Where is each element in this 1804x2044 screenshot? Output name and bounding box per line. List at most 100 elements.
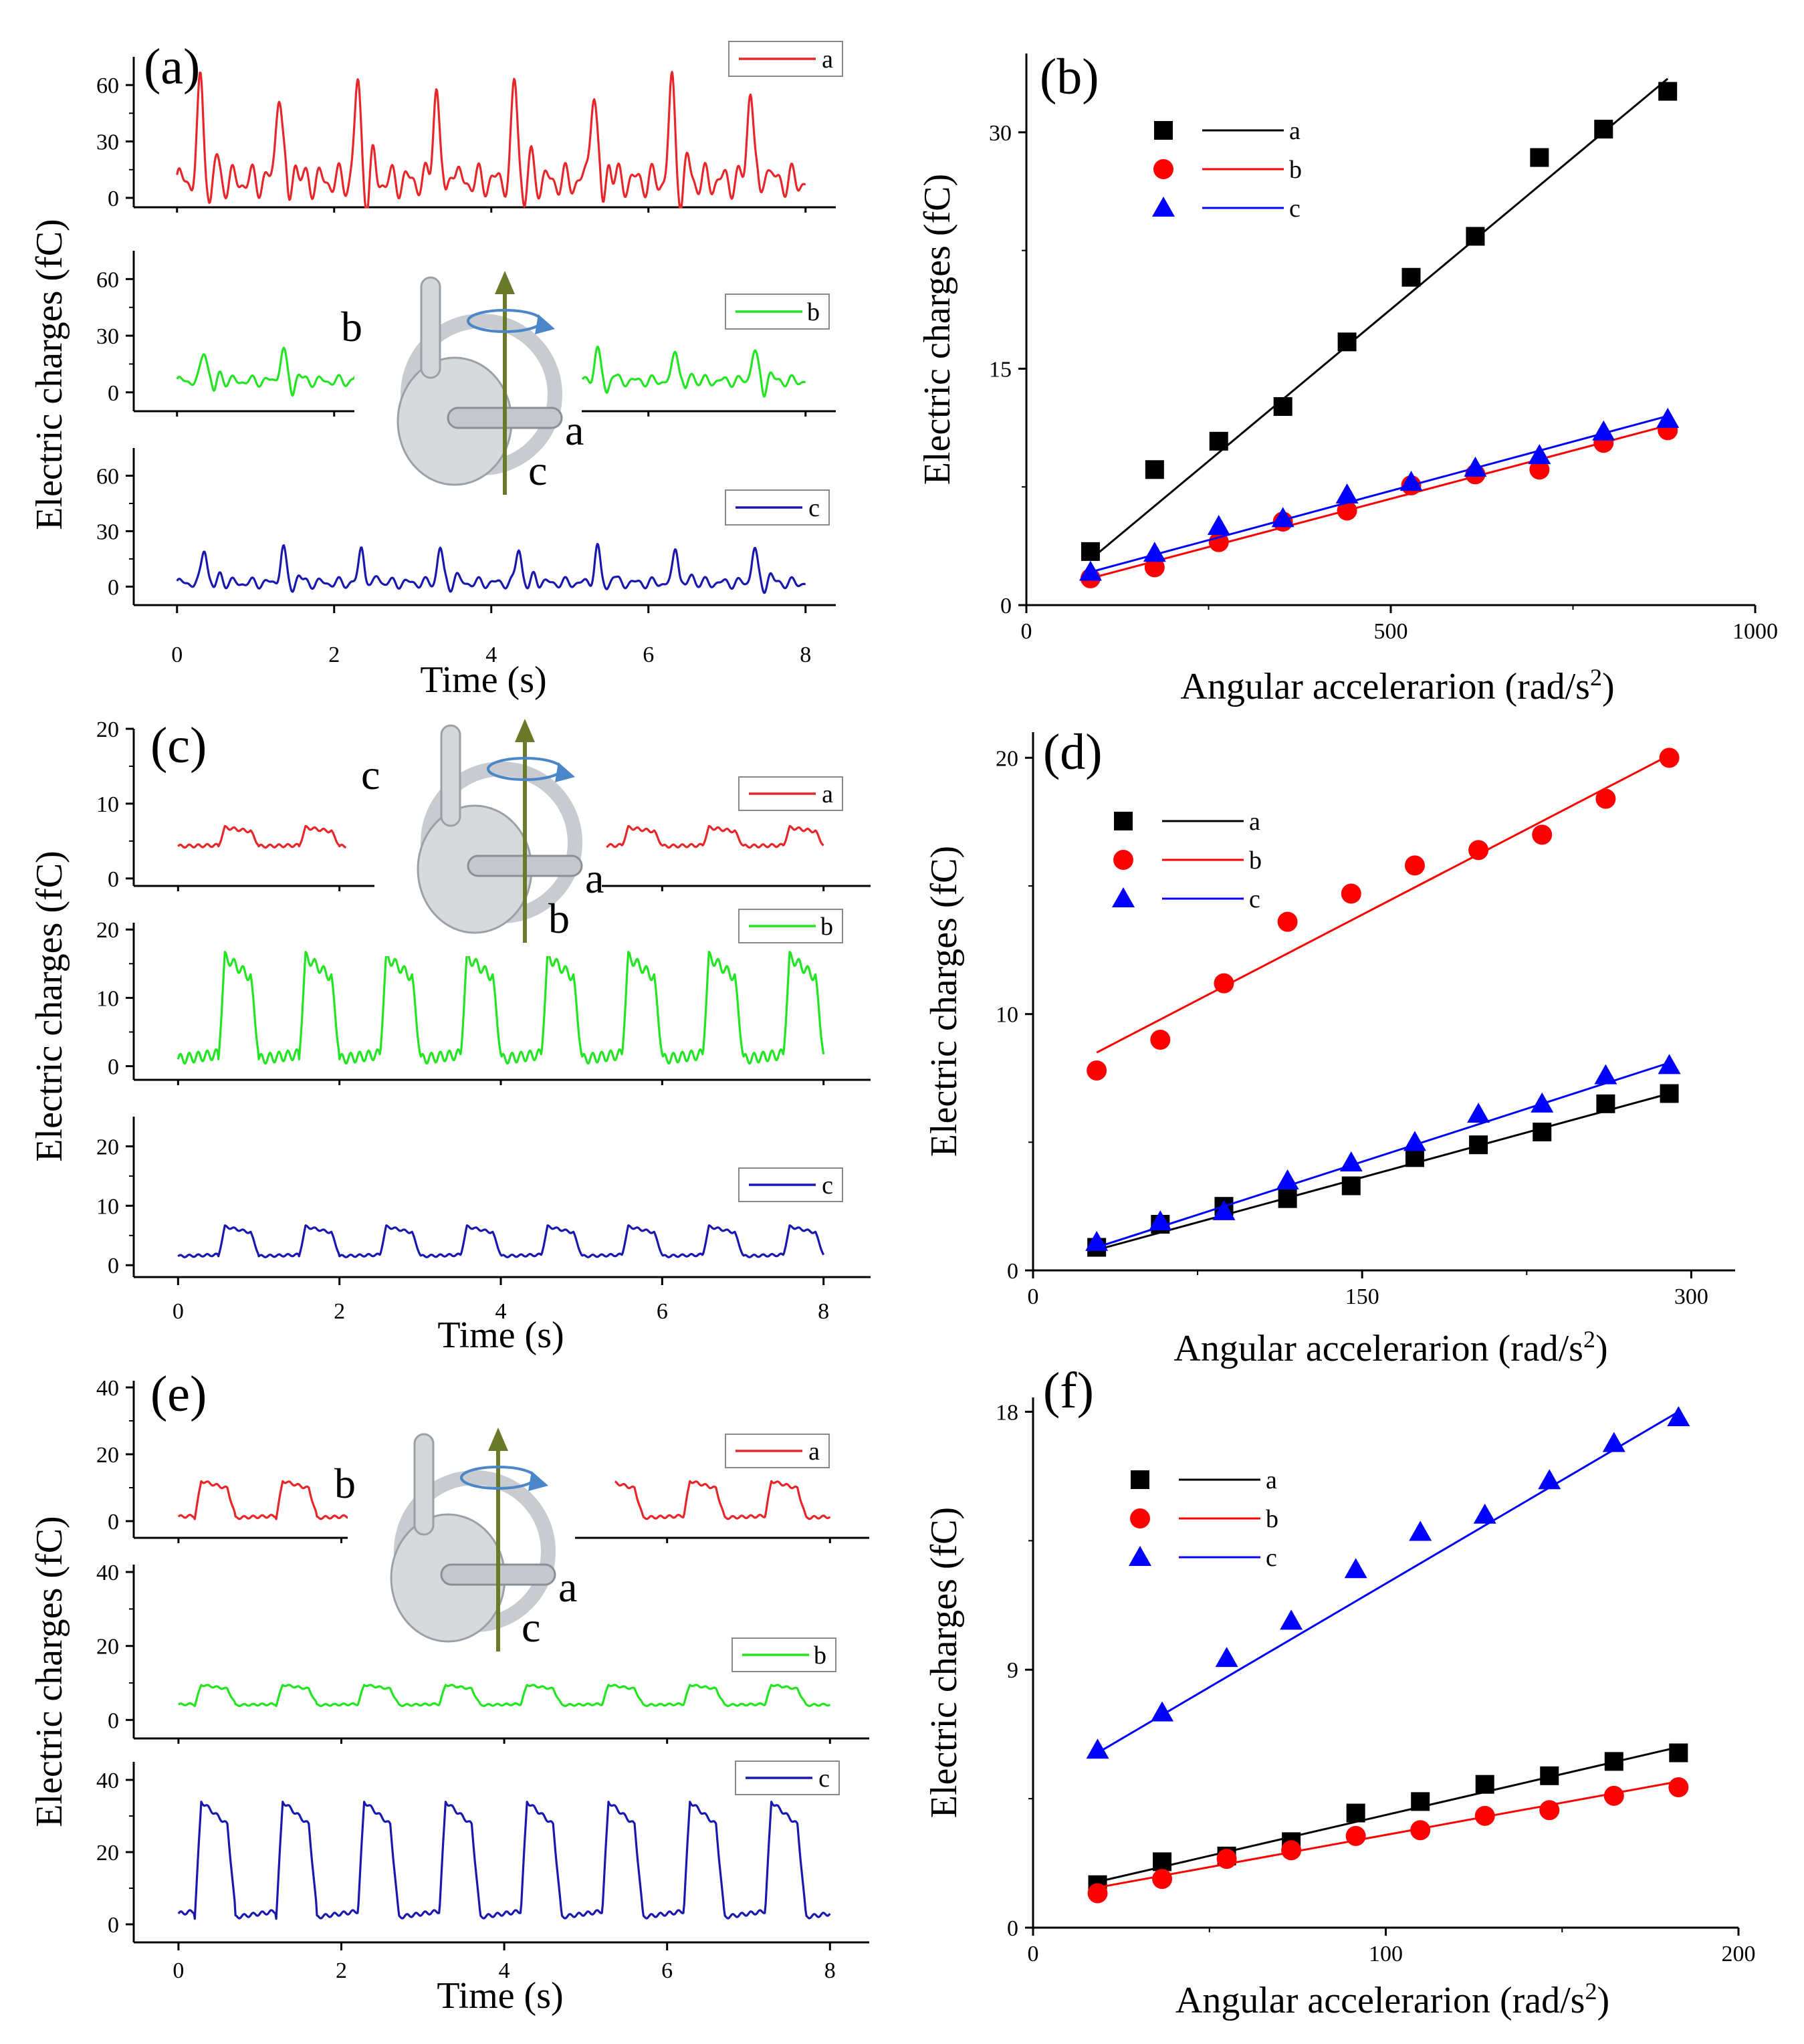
y-axis-label: Electric charges (fC) bbox=[29, 850, 70, 1161]
data-point-c bbox=[1344, 1558, 1367, 1579]
series-line-c bbox=[177, 1224, 825, 1258]
data-point-c bbox=[1473, 1503, 1496, 1524]
legend-label-b: b bbox=[1266, 1505, 1278, 1533]
x-axis-label: Time (s) bbox=[437, 1975, 563, 2017]
y-tick-label: 0 bbox=[1007, 1916, 1018, 1941]
y-tick-label: 30 bbox=[96, 520, 119, 544]
data-point-a bbox=[1475, 1775, 1494, 1794]
x-axis-label-superscript: 2 bbox=[1590, 664, 1602, 691]
x-tick-label: 8 bbox=[824, 1958, 836, 1983]
legend-marker-a bbox=[1131, 1470, 1149, 1489]
series-line-a bbox=[177, 1480, 831, 1520]
data-point-b bbox=[1468, 840, 1489, 861]
data-point-b bbox=[1087, 1883, 1108, 1904]
data-point-a bbox=[1540, 1766, 1559, 1785]
y-tick-label: 40 bbox=[96, 1376, 119, 1401]
y-tick-label: 0 bbox=[108, 1055, 119, 1080]
subplot-b: 0 20 40 b bbox=[96, 1561, 869, 1744]
data-point-a bbox=[1273, 397, 1292, 416]
legend-label-a: a bbox=[808, 1438, 820, 1466]
y-tick-label: 60 bbox=[96, 267, 119, 292]
legend-label-c: c bbox=[1249, 885, 1260, 913]
x-axis-label: Time (s) bbox=[437, 1315, 564, 1356]
data-point-b bbox=[1404, 855, 1425, 876]
legend-label-b: b bbox=[1249, 846, 1262, 875]
data-point-a bbox=[1145, 460, 1164, 479]
x-tick-label: 0 bbox=[171, 643, 183, 667]
y-tick-label: 60 bbox=[96, 74, 119, 98]
fit-line-a bbox=[1096, 1093, 1670, 1251]
scatter-panel-f: 0 9 18 0 100 200 abc (f) Angular accelerarion (r… bbox=[923, 1363, 1756, 2021]
x-tick-label: 2 bbox=[328, 643, 340, 667]
arrow-head bbox=[495, 271, 515, 294]
y-tick-label: 0 bbox=[108, 575, 119, 600]
data-point-b bbox=[1474, 1805, 1495, 1826]
data-point-b bbox=[1345, 1825, 1366, 1846]
inset-label-a: a bbox=[565, 407, 584, 454]
x-axis-label-end: ) bbox=[1602, 666, 1615, 707]
data-point-a bbox=[1346, 1803, 1365, 1823]
legend-label-a: a bbox=[1289, 117, 1301, 145]
data-point-a bbox=[1530, 148, 1549, 167]
inset-label-c: c bbox=[528, 447, 547, 494]
legend-marker-b bbox=[1130, 1508, 1150, 1528]
fit-line-b bbox=[1097, 1780, 1679, 1889]
data-point-a bbox=[1469, 1135, 1488, 1155]
data-point-b bbox=[1595, 788, 1616, 809]
x-tick-label: 0 bbox=[1028, 1942, 1039, 1966]
data-point-c bbox=[1399, 471, 1423, 491]
x-tick-label: 8 bbox=[818, 1299, 829, 1324]
legend-marker-a bbox=[1154, 121, 1173, 140]
legend-marker-b bbox=[1113, 850, 1133, 870]
data-point-c bbox=[1602, 1432, 1625, 1452]
arrow-head bbox=[488, 1428, 508, 1451]
series-line-c bbox=[176, 542, 806, 594]
panel-letter: (b) bbox=[1040, 49, 1099, 105]
data-point-b bbox=[1341, 883, 1361, 904]
data-point-c bbox=[1528, 444, 1551, 465]
x-tick-label: 8 bbox=[800, 643, 811, 667]
fit-line-b bbox=[1090, 424, 1668, 580]
data-point-a bbox=[1341, 1176, 1361, 1196]
legend-label-b: b bbox=[814, 1641, 826, 1670]
arrow-head bbox=[515, 719, 535, 742]
y-tick-label: 10 bbox=[96, 792, 119, 817]
data-point-c bbox=[1403, 1131, 1426, 1151]
data-point-b bbox=[1532, 824, 1553, 845]
data-point-b bbox=[1150, 1030, 1171, 1050]
series-b: b bbox=[1087, 1505, 1689, 1904]
y-tick-label: 10 bbox=[996, 1003, 1018, 1028]
fit-line-a bbox=[1097, 1746, 1679, 1883]
data-point-c bbox=[1086, 1738, 1109, 1759]
data-point-c bbox=[1085, 1230, 1109, 1251]
legend-label-c: c bbox=[1289, 195, 1301, 223]
data-point-b bbox=[1277, 911, 1298, 932]
y-tick-label: 0 bbox=[108, 1254, 119, 1278]
y-tick-label: 30 bbox=[96, 130, 119, 155]
rotation-arrow-head bbox=[555, 762, 575, 782]
data-point-b bbox=[1144, 557, 1165, 578]
x-tick-label: 6 bbox=[643, 643, 654, 667]
data-point-a bbox=[1411, 1792, 1430, 1811]
time-panel-e: (e) 0 20 40 a 0 20 40 b 0 20 40 c 0 2 4 6 8 Time (s) Electr… bbox=[29, 1366, 869, 2017]
data-point-c bbox=[1149, 1210, 1172, 1231]
series-b: b bbox=[1087, 748, 1680, 1081]
data-point-b bbox=[1337, 500, 1357, 521]
legend-label-c: c bbox=[808, 494, 820, 522]
rotation-arrow-head bbox=[528, 1471, 548, 1491]
subplot-b: 0 10 20 b bbox=[96, 909, 871, 1085]
data-point-b bbox=[1603, 1785, 1624, 1806]
legend-label-c: c bbox=[1266, 1544, 1277, 1572]
data-point-c bbox=[1409, 1520, 1432, 1541]
subplot-a: 0 30 60 a bbox=[96, 41, 843, 213]
y-axis-label: Electric charges (fC) bbox=[923, 846, 965, 1157]
y-tick-label: 18 bbox=[996, 1400, 1018, 1425]
legend-label-b: b bbox=[1289, 156, 1302, 184]
inset-label-c: c bbox=[361, 751, 380, 798]
panel-letter: (a) bbox=[144, 39, 200, 95]
x-axis-label-superscript: 2 bbox=[1585, 1978, 1597, 2005]
fit-line-c bbox=[1097, 1411, 1680, 1754]
y-tick-label: 20 bbox=[96, 1135, 119, 1159]
y-tick-label: 60 bbox=[96, 464, 119, 489]
